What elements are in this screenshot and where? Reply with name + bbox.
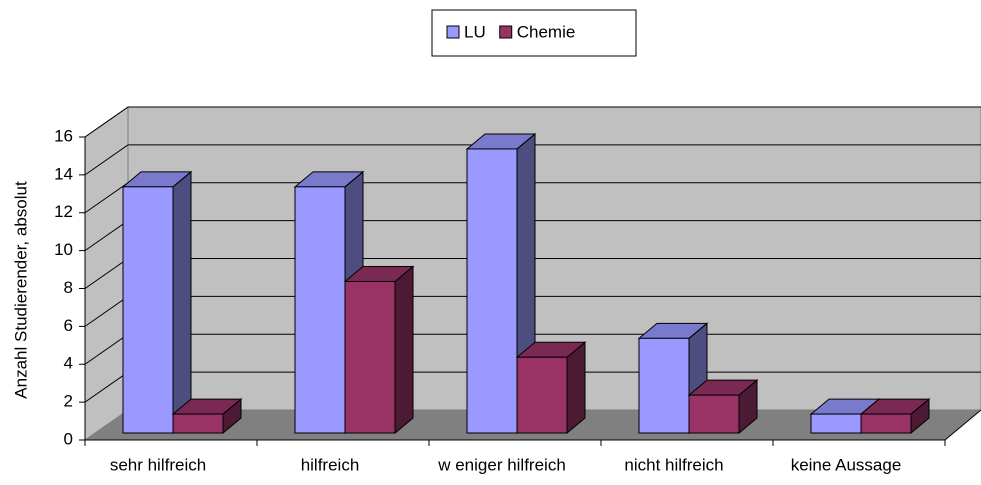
- grid-line: [84, 371, 129, 403]
- y-axis-label: Anzahl Studierender, absolut: [11, 181, 30, 399]
- y-tick-label: 2: [64, 392, 73, 411]
- bar-side: [566, 341, 586, 435]
- legend-box: [431, 9, 637, 57]
- bar: [516, 356, 568, 434]
- bar: [810, 413, 862, 434]
- bar-side: [172, 170, 192, 435]
- y-tick-label: 14: [54, 164, 73, 183]
- y-tick-label: 16: [54, 126, 73, 145]
- grid-line: [84, 333, 129, 365]
- x-axis: [944, 409, 981, 441]
- x-tick-label: w eniger hilfreich: [437, 455, 566, 474]
- y-tick-label: 12: [54, 202, 73, 221]
- bar: [860, 413, 912, 434]
- bar: [638, 337, 690, 434]
- y-tick-label: 6: [64, 316, 73, 335]
- x-tick-label: keine Aussage: [791, 455, 902, 474]
- y-tick-label: 10: [54, 240, 73, 259]
- x-tick-label: nicht hilfreich: [624, 455, 723, 474]
- bar-side: [394, 265, 414, 435]
- y-tick-label: 0: [64, 429, 73, 448]
- legend-swatch: [446, 25, 460, 39]
- grid-line: [84, 258, 129, 289]
- legend-swatch: [499, 25, 513, 39]
- bar: [466, 148, 518, 434]
- x-tick-label: hilfreich: [301, 455, 360, 474]
- grid-line: [84, 106, 129, 138]
- bar: [172, 413, 224, 434]
- grid-line: [84, 144, 129, 176]
- bar: [688, 394, 740, 434]
- x-tick-label: sehr hilfreich: [110, 455, 206, 474]
- legend-label: LU: [464, 22, 486, 41]
- bar: [344, 281, 396, 434]
- bar: [294, 186, 346, 434]
- grid-line: [84, 295, 129, 327]
- grid-line: [84, 220, 129, 252]
- bar: [122, 186, 174, 434]
- y-tick-label: 8: [64, 278, 73, 297]
- y-tick-label: 4: [64, 354, 73, 373]
- grid-line: [84, 182, 129, 214]
- legend-label: Chemie: [517, 22, 576, 41]
